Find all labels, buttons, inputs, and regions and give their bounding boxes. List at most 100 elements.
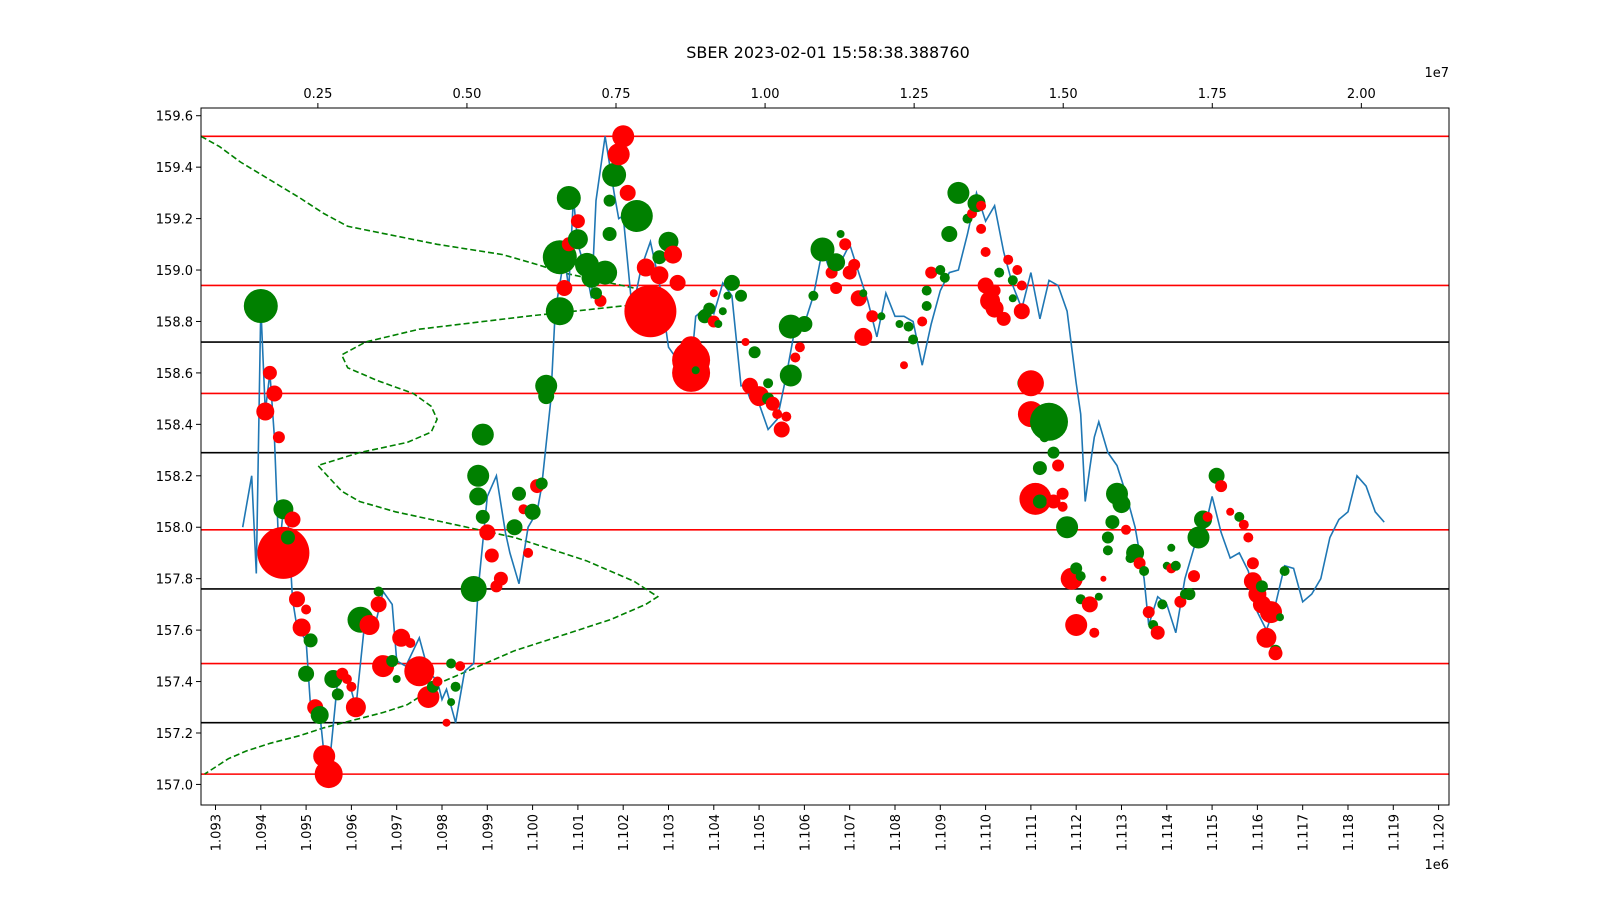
x-bottom-tick-label: 1.096 — [345, 814, 360, 851]
trade-point-sell — [765, 396, 780, 411]
plot-frame — [200, 107, 1450, 806]
trade-point-sell — [479, 524, 496, 541]
trade-point-sell — [405, 638, 416, 648]
trade-point-sell — [848, 258, 861, 271]
trade-point-sell — [1052, 459, 1065, 472]
trade-point-buy — [877, 312, 886, 321]
x-axis-top: 0.25 0.50 0.75 1.00 1.25 1.50 1.75 2.00 — [303, 87, 1376, 108]
x-bottom-tick-label: 1.118 — [1342, 814, 1357, 851]
trade-point-sell — [772, 409, 783, 420]
trade-point-buy — [691, 366, 700, 375]
trade-point-sell — [1012, 265, 1023, 275]
trade-point-sell — [257, 526, 310, 579]
trade-point-buy — [903, 321, 914, 332]
trade-point-buy — [392, 675, 401, 683]
x-top-tick-label: 1.25 — [900, 87, 929, 102]
x-bottom-tick-label: 1.113 — [1115, 814, 1130, 851]
trade-point-sell — [1133, 557, 1146, 570]
trade-point-sell — [996, 311, 1011, 326]
trade-point-buy — [535, 477, 548, 490]
trade-point-sell — [346, 681, 357, 692]
trade-point-sell — [1256, 627, 1277, 648]
trade-point-buy — [632, 209, 651, 228]
trade-point-buy — [723, 274, 740, 291]
trade-point-buy — [512, 486, 526, 501]
trade-point-sell — [925, 266, 938, 279]
x-bottom-tick-label: 1.119 — [1387, 814, 1402, 851]
trade-point-sell — [1243, 532, 1254, 543]
trade-point-buy — [778, 314, 803, 339]
trade-point-sell — [741, 338, 750, 346]
trade-point-sell — [1202, 511, 1213, 522]
trade-point-buy — [593, 260, 618, 285]
trade-point-sell — [301, 604, 312, 615]
x-axis-bottom-multiplier: 1e6 — [1424, 858, 1449, 873]
trade-point-buy — [921, 285, 932, 296]
trade-point-sell — [607, 143, 630, 166]
trade-point-buy — [450, 681, 461, 692]
trade-point-sell — [1215, 480, 1228, 493]
trade-point-buy — [1030, 402, 1068, 441]
x-bottom-tick-label: 1.109 — [934, 814, 949, 851]
trade-point-buy — [1112, 495, 1131, 514]
trade-point-buy — [243, 289, 278, 323]
trade-point-sell — [619, 184, 636, 201]
x-top-tick-label: 1.75 — [1198, 87, 1227, 102]
x-axis-top-multiplier: 1e7 — [1424, 66, 1449, 81]
trade-point-buy — [779, 364, 802, 387]
trade-point-sell — [442, 718, 451, 727]
x-bottom-tick-label: 1.120 — [1433, 814, 1448, 851]
trade-point-buy — [535, 374, 558, 397]
trade-point-sell — [1056, 487, 1069, 500]
x-bottom-tick-label: 1.093 — [209, 814, 224, 851]
y-tick-label: 158.4 — [156, 418, 193, 433]
trade-point-buy — [506, 519, 523, 536]
trade-point-buy — [908, 334, 919, 345]
trade-point-buy — [1170, 560, 1181, 571]
trade-point-buy — [1032, 461, 1047, 476]
y-tick-label: 159.4 — [156, 161, 193, 176]
x-bottom-tick-label: 1.101 — [572, 814, 587, 851]
trade-point-sell — [523, 547, 534, 558]
trade-point-sell — [1057, 501, 1068, 512]
y-tick-label: 159.2 — [156, 213, 193, 228]
trade-point-sell — [664, 245, 682, 264]
trade-point-buy — [331, 688, 344, 701]
trade-point-sell — [1013, 303, 1030, 320]
trade-point-sell — [636, 258, 655, 277]
trade-point-sell — [790, 352, 801, 363]
trade-point-sell — [709, 289, 718, 298]
trade-point-buy — [1094, 592, 1103, 601]
trade-point-buy — [763, 378, 774, 389]
x-bottom-tick-label: 1.102 — [617, 814, 632, 851]
trade-point-sell — [612, 125, 635, 148]
chart-title: SBER 2023-02-01 15:58:38.388760 — [686, 43, 970, 62]
trade-point-buy — [1105, 515, 1120, 530]
trade-point-buy — [1157, 599, 1168, 610]
trade-point-sell — [669, 274, 686, 291]
trade-point-sell — [289, 591, 305, 608]
trade-point-buy — [303, 633, 318, 648]
trade-point-sell — [1100, 575, 1107, 582]
trade-point-buy — [947, 181, 970, 204]
x-bottom-tick-label: 1.099 — [481, 814, 496, 851]
trade-point-sell — [976, 223, 987, 234]
trade-point-sell — [455, 661, 466, 672]
trade-point-buy — [460, 576, 487, 602]
trade-point-sell — [570, 214, 585, 229]
x-top-tick-label: 0.50 — [452, 87, 481, 102]
x-bottom-tick-label: 1.110 — [980, 814, 995, 851]
trade-point-sell — [1089, 627, 1100, 638]
y-tick-label: 157.0 — [156, 778, 193, 793]
trade-point-buy — [1101, 531, 1114, 544]
x-top-tick-label: 0.75 — [602, 87, 631, 102]
trade-point-sell — [256, 402, 275, 421]
trade-point-buy — [827, 253, 846, 272]
trade-point-sell — [854, 327, 873, 346]
trade-point-sell — [1246, 557, 1259, 570]
trade-point-sell — [1150, 625, 1165, 640]
trade-point-buy — [373, 586, 384, 597]
trade-point-sell — [404, 656, 435, 687]
x-bottom-tick-label: 1.111 — [1025, 814, 1040, 851]
